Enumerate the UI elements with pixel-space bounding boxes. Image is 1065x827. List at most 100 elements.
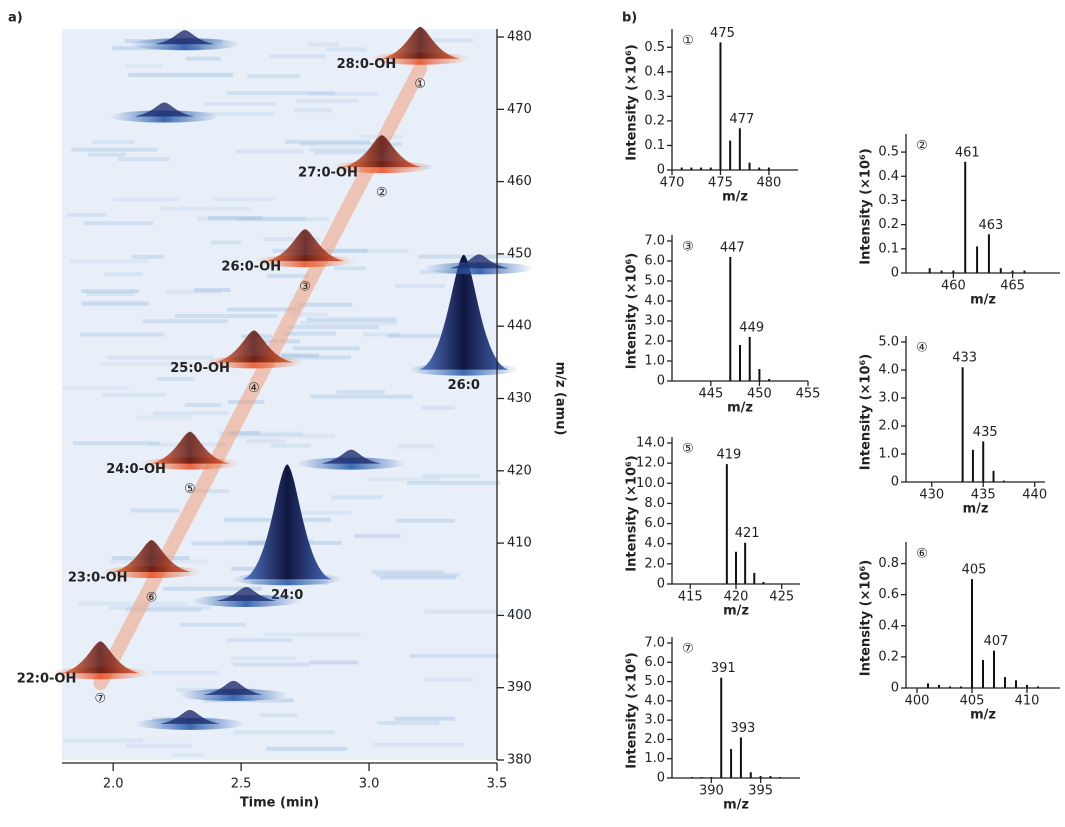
background-streak bbox=[73, 441, 160, 446]
background-streak bbox=[230, 656, 297, 661]
background-streak bbox=[211, 240, 242, 245]
background-streak bbox=[117, 157, 170, 162]
background-streak bbox=[142, 319, 228, 324]
y-axis-label: Intensity (×10⁶) bbox=[625, 253, 640, 369]
x-tick-label: 420 bbox=[724, 590, 749, 605]
background-streak bbox=[204, 101, 277, 106]
y-axis-label: Intensity (×10⁶) bbox=[859, 354, 874, 470]
peak bbox=[321, 449, 382, 464]
x-tick-label: 440 bbox=[1022, 488, 1047, 503]
y-tick-label: 0.5 bbox=[878, 145, 899, 160]
background-streak bbox=[263, 632, 361, 637]
background-streak bbox=[189, 112, 275, 117]
y-tick-label: 460 bbox=[507, 174, 532, 189]
y-tick-label: 0.5 bbox=[644, 40, 665, 55]
background-streak bbox=[184, 402, 222, 407]
hydroxy-marker: ⑥ bbox=[146, 591, 158, 606]
background-streak bbox=[197, 216, 247, 221]
background-streak bbox=[367, 477, 441, 482]
background-streak bbox=[377, 720, 440, 725]
spectrum-marker: ④ bbox=[916, 341, 928, 356]
x-tick-label: 450 bbox=[747, 387, 772, 402]
background-streak bbox=[228, 430, 260, 435]
spectrum-marker: ⑦ bbox=[682, 642, 694, 657]
background-streak bbox=[233, 662, 311, 667]
hydroxy-peak bbox=[380, 26, 461, 59]
y-axis-label: Intensity (×10⁶) bbox=[625, 44, 640, 160]
background-streak bbox=[207, 216, 263, 221]
background-streak bbox=[62, 386, 129, 391]
peak-label: 463 bbox=[979, 218, 1004, 233]
background-streak bbox=[191, 489, 229, 494]
spectrum-marker: ⑥ bbox=[916, 547, 928, 562]
y-tick-label: 0 bbox=[657, 374, 665, 389]
peak bbox=[134, 102, 195, 117]
background-streak bbox=[243, 216, 306, 221]
y-tick-label: 4.0 bbox=[878, 363, 899, 378]
background-streak bbox=[395, 283, 445, 288]
background-streak bbox=[270, 443, 311, 448]
background-streak bbox=[421, 405, 455, 410]
x-tick-label: 425 bbox=[769, 590, 794, 605]
background-streak bbox=[263, 237, 321, 242]
y-tick-label: 0.1 bbox=[644, 138, 665, 153]
background-streak bbox=[375, 572, 461, 577]
peak bbox=[449, 254, 510, 269]
x-tick-label: 3.5 bbox=[487, 777, 508, 792]
peak-label: 407 bbox=[984, 634, 1009, 649]
hydroxy-peak bbox=[341, 135, 422, 168]
background-streak bbox=[179, 622, 246, 627]
background-streak bbox=[104, 272, 143, 277]
plot-background bbox=[62, 29, 497, 760]
y-tick-label: 400 bbox=[507, 608, 532, 623]
hydroxy-peak bbox=[213, 330, 294, 363]
background-streak bbox=[108, 605, 211, 610]
background-streak bbox=[78, 601, 188, 606]
background-streak bbox=[83, 221, 154, 226]
y-tick-label: 2.0 bbox=[644, 556, 665, 571]
y-tick-label: 0.2 bbox=[878, 217, 899, 232]
y-tick-label: 450 bbox=[507, 246, 532, 261]
x-tick-label: 470 bbox=[660, 176, 685, 191]
y-tick-label: 0.6 bbox=[878, 587, 899, 602]
y-tick-label: 14.0 bbox=[636, 436, 665, 451]
y-tick-label: 0.4 bbox=[878, 618, 899, 633]
y-tick-label: 1.0 bbox=[878, 447, 899, 462]
y-tick-label: 420 bbox=[507, 463, 532, 478]
background-streak bbox=[407, 480, 501, 485]
peak-label: 419 bbox=[716, 448, 741, 463]
peak bbox=[159, 709, 220, 724]
background-streak bbox=[422, 473, 480, 478]
x-tick-label: 455 bbox=[796, 387, 821, 402]
y-tick-label: 3.0 bbox=[644, 713, 665, 728]
background-streak bbox=[69, 259, 149, 264]
background-streak bbox=[102, 392, 166, 397]
y-tick-label: 430 bbox=[507, 391, 532, 406]
peak bbox=[203, 680, 264, 695]
background-streak bbox=[308, 91, 379, 96]
y-tick-label: 2.0 bbox=[878, 419, 899, 434]
background-streak bbox=[418, 38, 474, 43]
peak bbox=[242, 464, 333, 580]
hydroxy-label: 23:0-OH bbox=[68, 571, 128, 586]
y-tick-label: 410 bbox=[507, 536, 532, 551]
background-streak bbox=[163, 586, 263, 591]
y-axis-label: m/z (amu) bbox=[553, 362, 568, 436]
hydroxy-label: 22:0-OH bbox=[17, 672, 77, 687]
x-axis-label: m/z bbox=[722, 190, 748, 205]
background-streak bbox=[81, 289, 139, 294]
hydroxy-peak bbox=[265, 229, 346, 262]
background-streak bbox=[245, 439, 286, 444]
y-tick-label: 0 bbox=[657, 163, 665, 178]
y-tick-label: 0.3 bbox=[644, 89, 665, 104]
y-tick-label: 0.2 bbox=[644, 113, 665, 128]
hydroxy-label: 28:0-OH bbox=[337, 57, 397, 72]
background-streak bbox=[86, 292, 135, 297]
background-streak bbox=[213, 197, 276, 202]
background-streak bbox=[219, 431, 303, 436]
background-streak bbox=[267, 273, 310, 278]
x-axis-label: m/z bbox=[970, 708, 996, 723]
hydroxy-marker: ① bbox=[414, 77, 426, 92]
x-tick-label: 405 bbox=[960, 694, 985, 709]
background-streak bbox=[417, 254, 519, 259]
